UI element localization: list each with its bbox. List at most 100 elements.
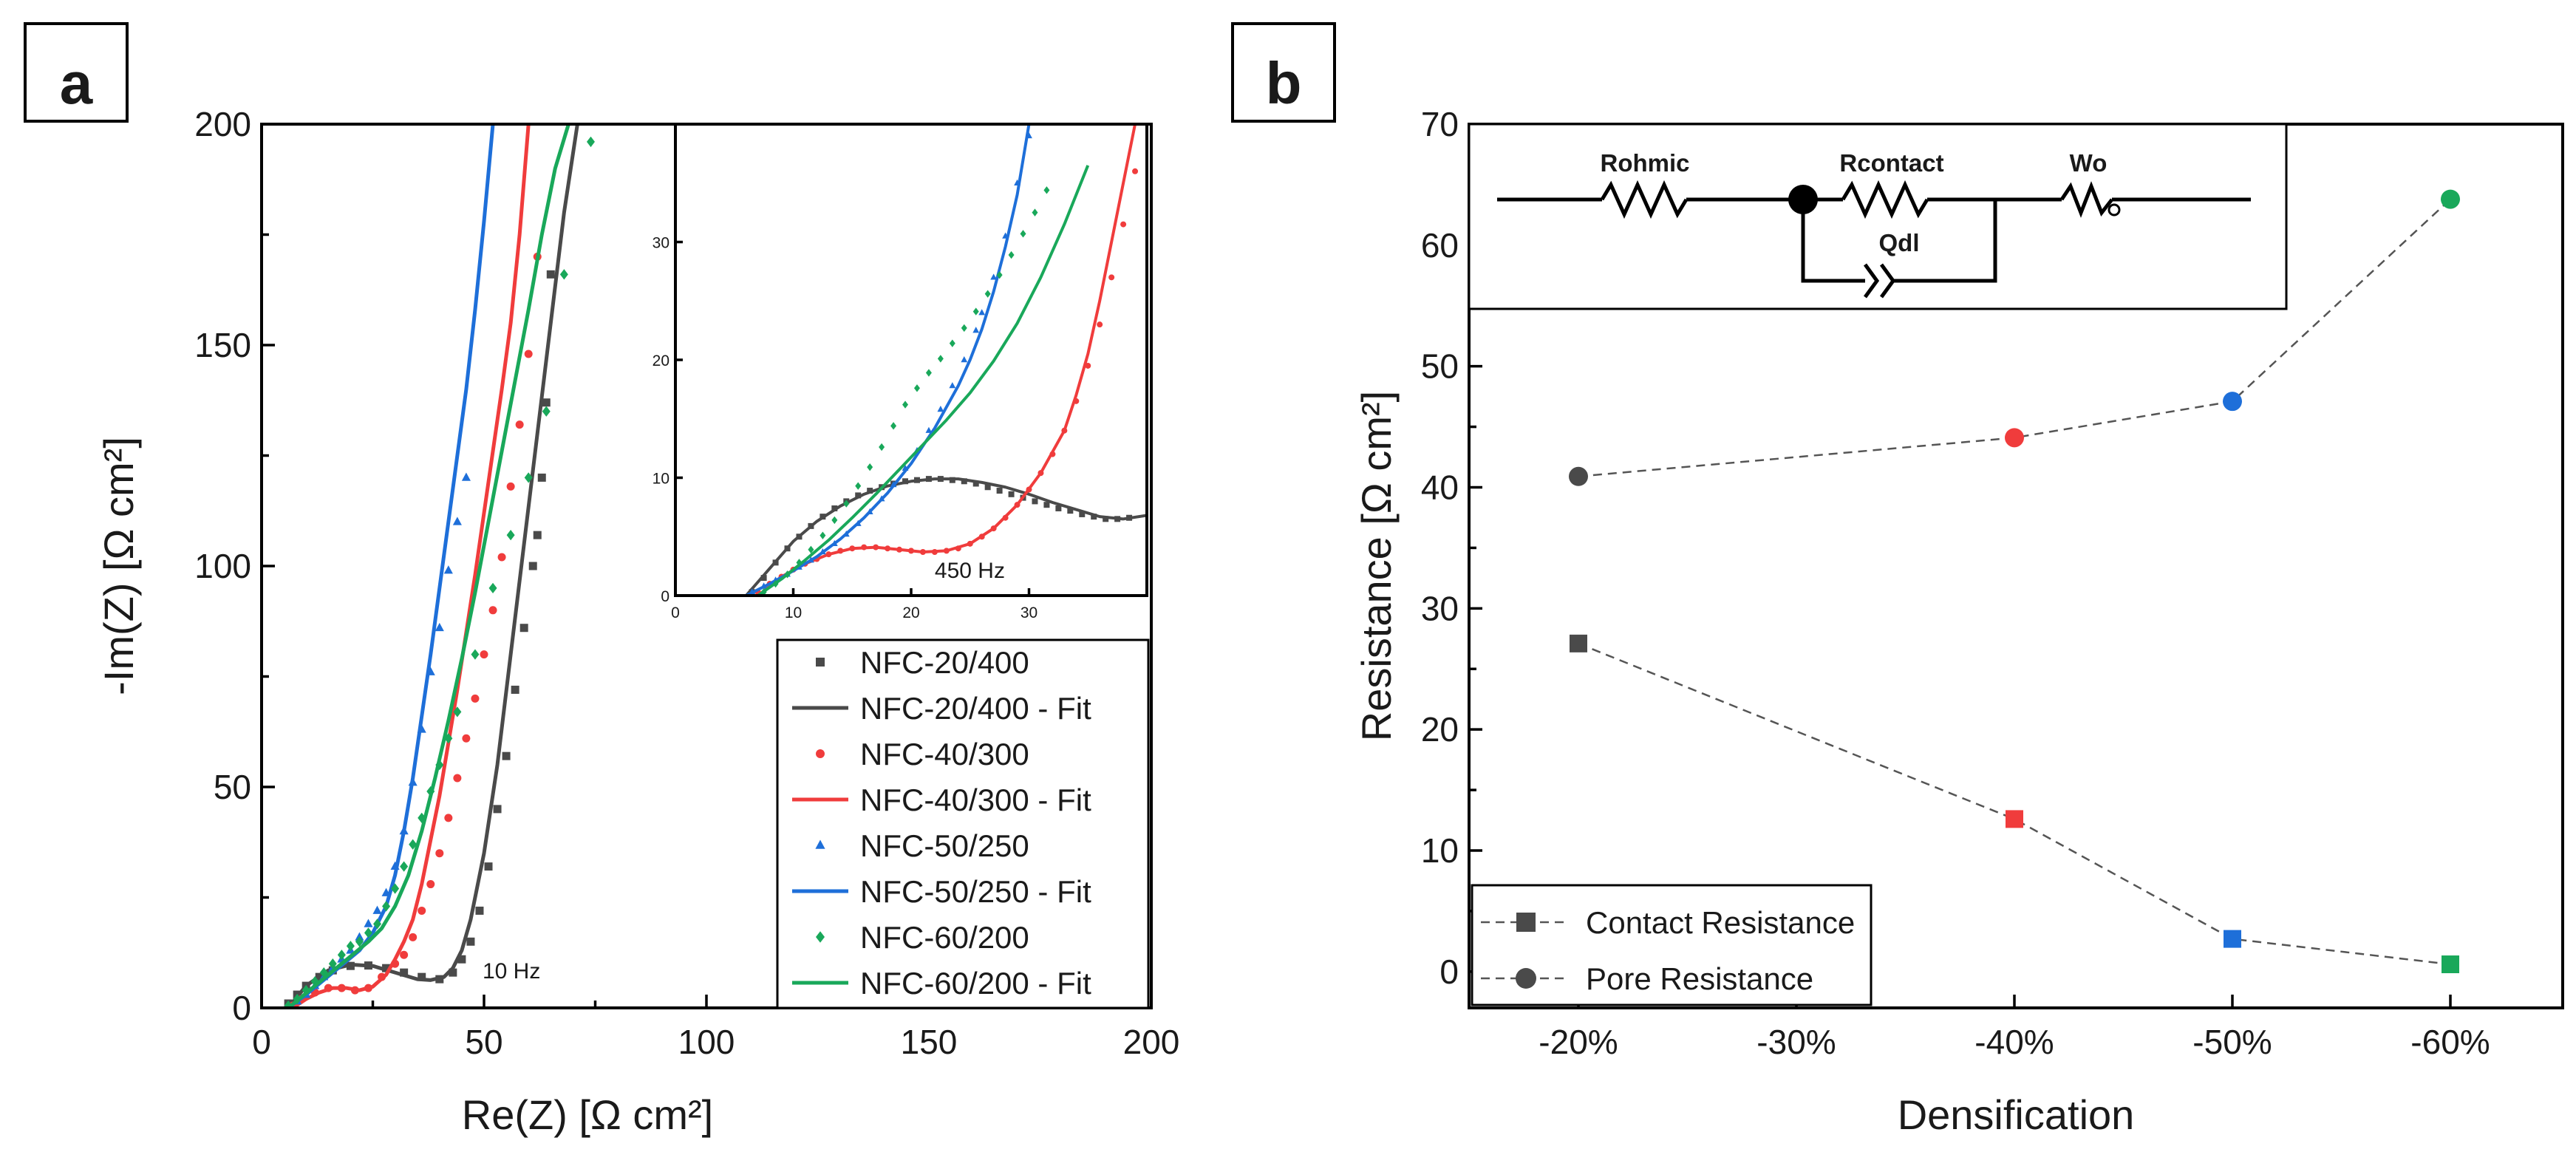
data-point-contact-resistance xyxy=(2006,810,2023,828)
panel-b-legend: Contact Resistance Pore Resistance xyxy=(1471,884,1873,1006)
data-point-nfc-40-300 xyxy=(515,420,524,429)
panel-a-letter: a xyxy=(60,50,93,116)
panel-b: b -20% -30% -40% -50% -60% 0 10 20 30 40 50 60 70 De… xyxy=(1231,22,2564,1138)
inset-x-tick-label: 0 xyxy=(671,604,680,621)
panel-a-legend: NFC-20/400 NFC-20/400 - Fit NFC-40/300 NFC-… xyxy=(776,638,1150,1009)
inset-y-tick-label: 30 xyxy=(652,235,669,252)
inset-data-point-nfc-50-250 xyxy=(925,426,933,433)
x-tick-label: -20% xyxy=(1539,1023,1618,1061)
inset-data-point-nfc-60-200 xyxy=(913,384,920,392)
panel-b-axes: -20% -30% -40% -50% -60% 0 10 20 30 40 50 60 70 xyxy=(1421,105,2490,1061)
data-point-nfc-60-200 xyxy=(409,839,418,850)
data-point-pore-resistance xyxy=(2005,428,2024,448)
circuit-label-rohmic: Rohmic xyxy=(1600,149,1689,177)
data-point-nfc-60-200 xyxy=(453,706,462,718)
x-tick-label: 50 xyxy=(465,1023,502,1061)
data-point-nfc-40-300 xyxy=(524,350,533,358)
equivalent-circuit: Rohmic Rcontact Wo Qdl xyxy=(1468,123,2288,310)
data-point-nfc-20-400 xyxy=(511,685,519,694)
x-tick-label: -30% xyxy=(1756,1023,1836,1061)
x-tick-label: -40% xyxy=(1974,1023,2054,1061)
series-line-pore-resistance xyxy=(1578,198,2451,478)
data-point-nfc-50-250 xyxy=(435,622,444,632)
inset-data-point-nfc-60-200 xyxy=(972,307,979,316)
inset-data-point-nfc-60-200 xyxy=(925,369,932,377)
y-tick-label: 0 xyxy=(232,989,251,1027)
data-point-nfc-60-200 xyxy=(328,958,337,969)
inset-data-point-nfc-60-200 xyxy=(879,443,885,451)
inset-data-point-nfc-60-200 xyxy=(867,463,873,471)
data-point-nfc-60-200 xyxy=(471,649,480,660)
series-line-nfc-20-400-fit xyxy=(287,124,579,1008)
inset-axes: 0 10 20 30 0 10 20 30 450 Hz xyxy=(652,235,1038,622)
inset-data-point-nfc-60-200 xyxy=(1032,208,1038,217)
data-point-nfc-20-400 xyxy=(475,906,484,915)
inset-series-line-nfc-40-300-fit xyxy=(757,124,1137,596)
x-tick-label: 100 xyxy=(678,1023,735,1061)
x-tick-label: 0 xyxy=(252,1023,271,1061)
data-point-nfc-50-250 xyxy=(461,472,471,481)
inset-data-point-nfc-40-300 xyxy=(1132,168,1139,174)
legend-label-pore-resistance: Pore Resistance xyxy=(1586,961,1813,996)
x-tick-label: -50% xyxy=(2192,1023,2272,1061)
annotation-10hz: 10 Hz xyxy=(483,959,540,984)
x-tick-label: -60% xyxy=(2410,1023,2490,1061)
rohmic-resistor-icon xyxy=(1600,180,1689,219)
inset-data-point-nfc-50-250 xyxy=(978,309,986,316)
y-tick-label: 70 xyxy=(1421,105,1459,143)
data-point-nfc-40-300 xyxy=(453,774,462,783)
panel-b-label-box xyxy=(1231,22,1336,123)
inset-data-point-nfc-60-200 xyxy=(808,545,814,553)
series-line-nfc-50-250-fit xyxy=(287,124,495,1008)
inset-data-point-nfc-20-400 xyxy=(855,492,862,499)
y-tick-label: 100 xyxy=(194,547,251,585)
data-point-pore-resistance xyxy=(2441,189,2460,209)
data-point-nfc-60-200 xyxy=(400,861,409,872)
inset-data-point-nfc-50-250 xyxy=(990,273,998,280)
legend-label-contact-resistance: Contact Resistance xyxy=(1586,905,1855,940)
data-point-nfc-20-400 xyxy=(400,968,409,977)
warburg-element-icon xyxy=(2059,181,2113,218)
data-point-nfc-60-200 xyxy=(586,136,595,148)
legend-label-nfc-20-400-fit: NFC-20/400 - Fit xyxy=(860,691,1091,726)
data-point-nfc-60-200 xyxy=(382,901,391,912)
inset-data-point-nfc-50-250 xyxy=(949,382,956,389)
inset-data-point-nfc-60-200 xyxy=(1043,186,1050,194)
data-point-nfc-20-400 xyxy=(542,398,551,407)
series-line-nfc-60-200-fit xyxy=(287,124,570,1008)
inset-series-line-nfc-20-400-fit xyxy=(745,477,1147,596)
data-point-nfc-60-200 xyxy=(542,406,551,417)
data-point-nfc-50-250 xyxy=(443,565,453,574)
circuit-wire xyxy=(1893,200,1997,283)
inset-y-tick-label: 0 xyxy=(661,588,669,605)
data-point-contact-resistance xyxy=(1570,634,1587,652)
inset-data-point-nfc-60-200 xyxy=(1008,250,1015,259)
inset-plot-area xyxy=(745,124,1147,596)
data-point-nfc-40-300 xyxy=(480,650,488,659)
y-tick-label: 50 xyxy=(214,768,251,806)
panel-b-plot-area xyxy=(1569,189,2460,974)
data-point-nfc-40-300 xyxy=(426,880,435,889)
inset-data-point-nfc-40-300 xyxy=(1097,321,1103,328)
legend-label-nfc-40-300-fit: NFC-40/300 - Fit xyxy=(860,783,1091,817)
panel-a-xlabel: Re(Z) [Ω cm²] xyxy=(462,1091,713,1138)
inset-data-point-nfc-20-400 xyxy=(1067,508,1074,514)
series-line-contact-resistance xyxy=(1578,642,2451,966)
inset-data-point-nfc-60-200 xyxy=(996,270,1003,279)
inset-data-point-nfc-60-200 xyxy=(890,422,897,430)
y-tick-label: 50 xyxy=(1421,347,1459,386)
inset-y-tick-label: 20 xyxy=(652,352,669,369)
inset-data-point-nfc-40-300 xyxy=(1108,274,1115,281)
data-point-nfc-40-300 xyxy=(418,906,426,915)
panel-a-legend-box xyxy=(776,638,1150,1009)
inset-data-point-nfc-60-200 xyxy=(984,290,991,298)
data-point-nfc-60-200 xyxy=(364,927,372,938)
y-tick-label: 30 xyxy=(1421,589,1459,627)
inset-data-point-nfc-60-200 xyxy=(820,531,826,539)
inset-data-point-nfc-60-200 xyxy=(1020,230,1026,238)
data-point-nfc-60-200 xyxy=(355,936,364,947)
inset-background xyxy=(675,124,1147,596)
